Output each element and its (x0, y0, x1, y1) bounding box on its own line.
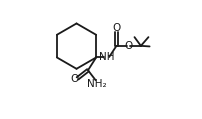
Text: NH₂: NH₂ (87, 79, 106, 89)
Text: NH: NH (98, 52, 114, 62)
Text: O: O (124, 41, 132, 51)
Text: O: O (70, 74, 78, 84)
Text: O: O (111, 23, 120, 33)
